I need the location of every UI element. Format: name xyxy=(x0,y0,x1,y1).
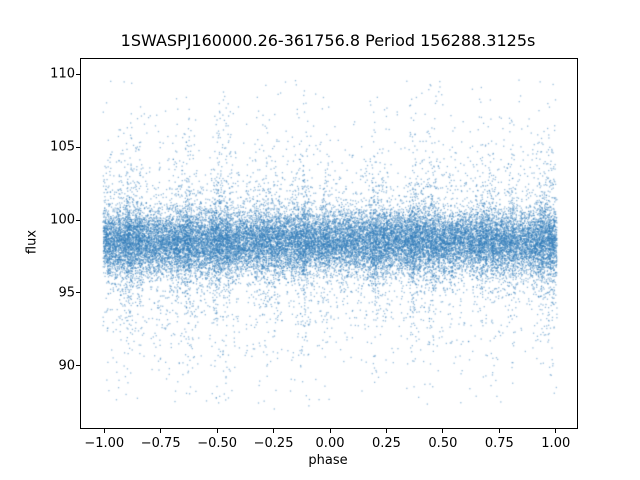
y-tick-mark xyxy=(76,146,80,148)
y-tick-label: 110 xyxy=(50,66,75,82)
y-tick-label: 95 xyxy=(58,285,75,301)
x-tick-label: 0.75 xyxy=(484,436,514,451)
plot-area: −1.00 −0.75 −0.50 −0.25 0.00 0.25 0.50 0.75 1.00… xyxy=(50,58,578,451)
y-tick-mark xyxy=(76,292,80,294)
x-tick-label: 0.50 xyxy=(428,436,458,451)
x-tick-label: 1.00 xyxy=(541,436,571,451)
x-tick-label: −0.75 xyxy=(140,436,181,451)
x-tick-mark xyxy=(329,429,331,433)
x-tick-mark xyxy=(442,429,444,433)
x-tick-mark xyxy=(160,429,162,433)
y-axis-label: flux xyxy=(24,229,40,255)
x-axis-label: phase xyxy=(308,453,348,468)
y-tick-mark xyxy=(76,73,80,75)
x-tick-label: −0.25 xyxy=(253,436,294,451)
x-tick-mark xyxy=(498,429,500,433)
y-tick-label: 105 xyxy=(50,139,75,155)
x-tick-mark xyxy=(216,429,218,433)
y-tick-mark xyxy=(76,365,80,367)
x-tick-label: −1.00 xyxy=(84,436,125,451)
x-tick-label: 0.25 xyxy=(371,436,401,451)
y-tick-mark xyxy=(76,219,80,221)
x-tick-label: 0.00 xyxy=(315,436,345,451)
scatter-points-canvas xyxy=(81,59,577,428)
x-tick-mark xyxy=(555,429,557,433)
y-tick-label: 100 xyxy=(50,212,75,228)
chart-title: 1SWASPJ160000.26-361756.8 Period 156288.… xyxy=(120,31,536,50)
x-tick-mark xyxy=(273,429,275,433)
x-tick-label: −0.50 xyxy=(197,436,238,451)
x-tick-mark xyxy=(385,429,387,433)
y-tick-label: 90 xyxy=(58,358,75,374)
x-tick-mark xyxy=(103,429,105,433)
